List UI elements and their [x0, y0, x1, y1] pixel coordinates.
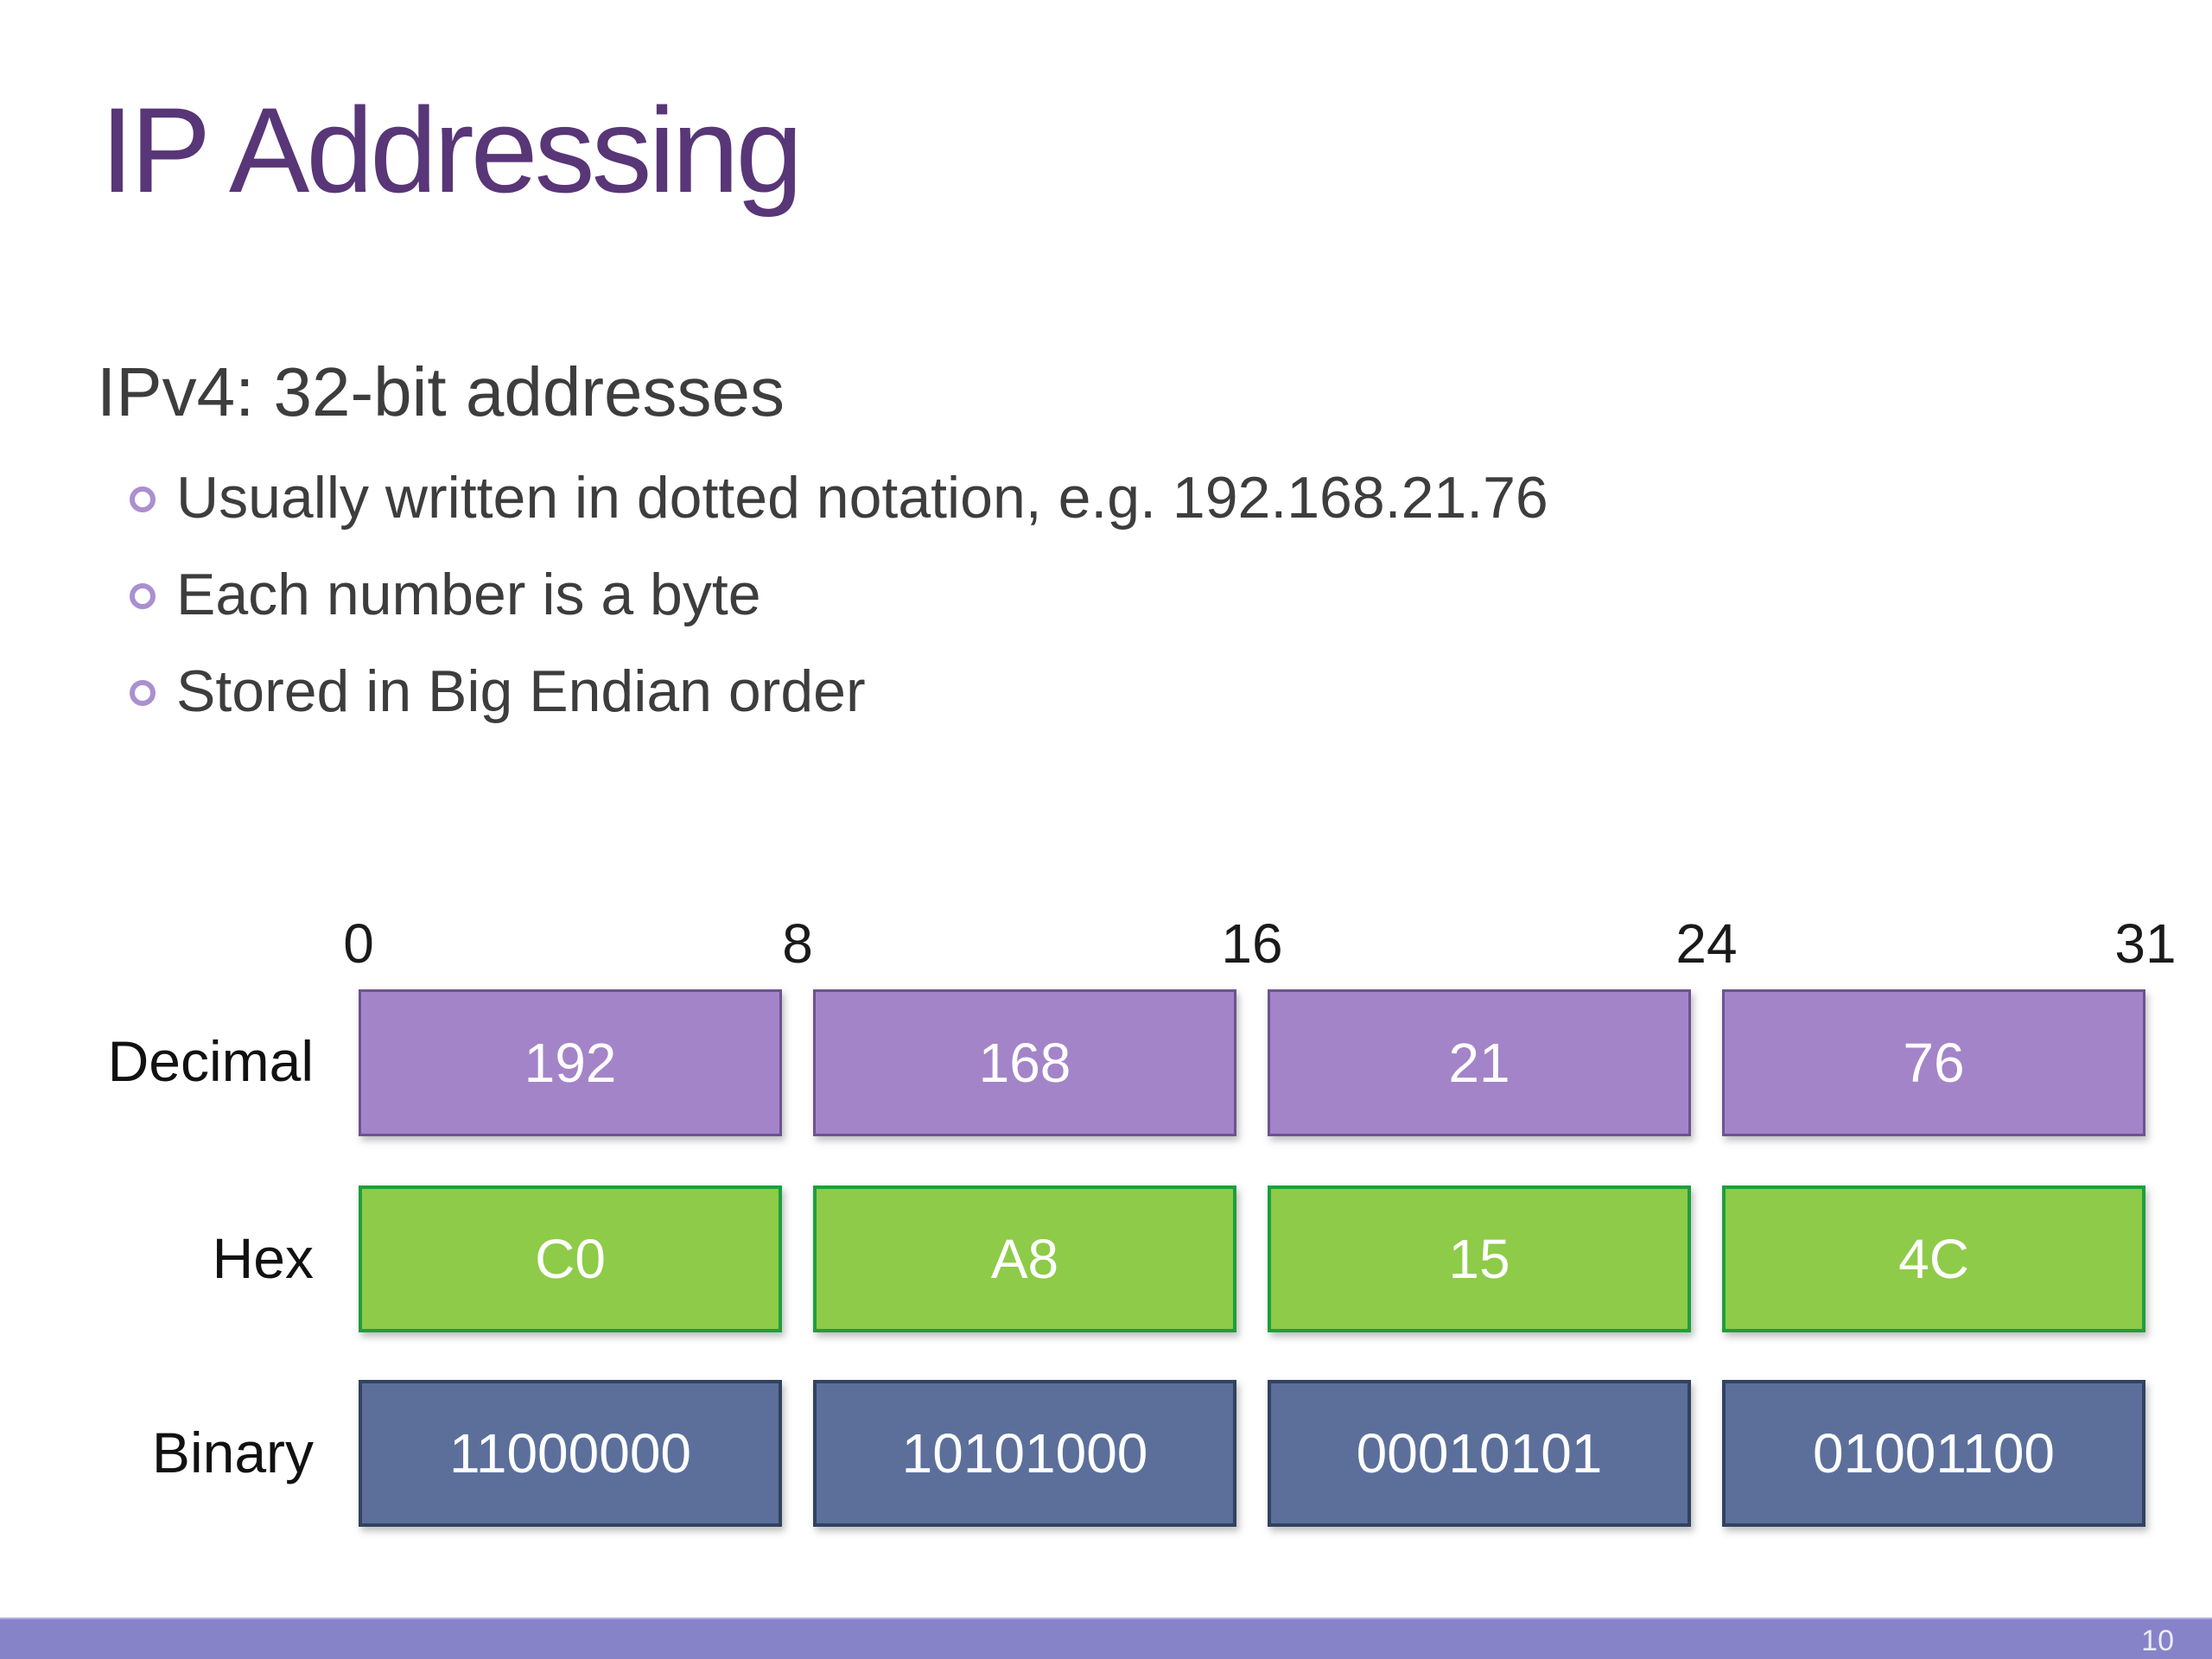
hex-cell-1: C0 [359, 1185, 782, 1332]
binary-cell-4: 01001100 [1722, 1380, 2145, 1527]
hex-cell-4: 4C [1722, 1185, 2145, 1332]
page-number: 10 [2141, 1624, 2174, 1657]
bullet-text: Usually written in dotted notation, e.g.… [176, 465, 1548, 531]
bullet-item: Stored in Big Endian order [130, 643, 1548, 740]
decimal-cell-3: 21 [1268, 989, 1691, 1136]
decimal-cell-2: 168 [813, 989, 1236, 1136]
row-label-binary: Binary [151, 1421, 314, 1484]
hex-cell-2: A8 [813, 1185, 1236, 1332]
row-label-decimal: Decimal [107, 1029, 314, 1093]
binary-cell-1: 11000000 [359, 1380, 782, 1527]
bullet-item: Each number is a byte [130, 546, 1548, 643]
bit-ruler: 0 8 16 24 31 [0, 912, 2212, 976]
bit-label-0: 0 [343, 912, 374, 975]
bullet-circle-icon [130, 583, 156, 609]
bit-label-31: 31 [2114, 912, 2177, 975]
decimal-cell-4: 76 [1722, 989, 2145, 1136]
footer-bar: 10 [0, 1618, 2212, 1659]
bullet-text: Each number is a byte [176, 562, 761, 627]
hex-cell-3: 15 [1268, 1185, 1691, 1332]
slide-title: IP Addressing [100, 82, 803, 218]
row-label-hex: Hex [212, 1226, 314, 1290]
bullet-list: Usually written in dotted notation, e.g.… [130, 449, 1548, 740]
binary-cell-2: 10101000 [813, 1380, 1236, 1527]
slide-subtitle: IPv4: 32-bit addresses [97, 353, 785, 430]
decimal-cell-1: 192 [359, 989, 782, 1136]
bullet-item: Usually written in dotted notation, e.g.… [130, 449, 1548, 546]
bullet-text: Stored in Big Endian order [176, 658, 866, 724]
bit-label-8: 8 [782, 912, 813, 975]
binary-cell-3: 00010101 [1268, 1380, 1691, 1527]
bit-label-16: 16 [1221, 912, 1283, 975]
bullet-circle-icon [130, 680, 156, 706]
bit-label-24: 24 [1675, 912, 1738, 975]
bullet-circle-icon [130, 486, 156, 512]
